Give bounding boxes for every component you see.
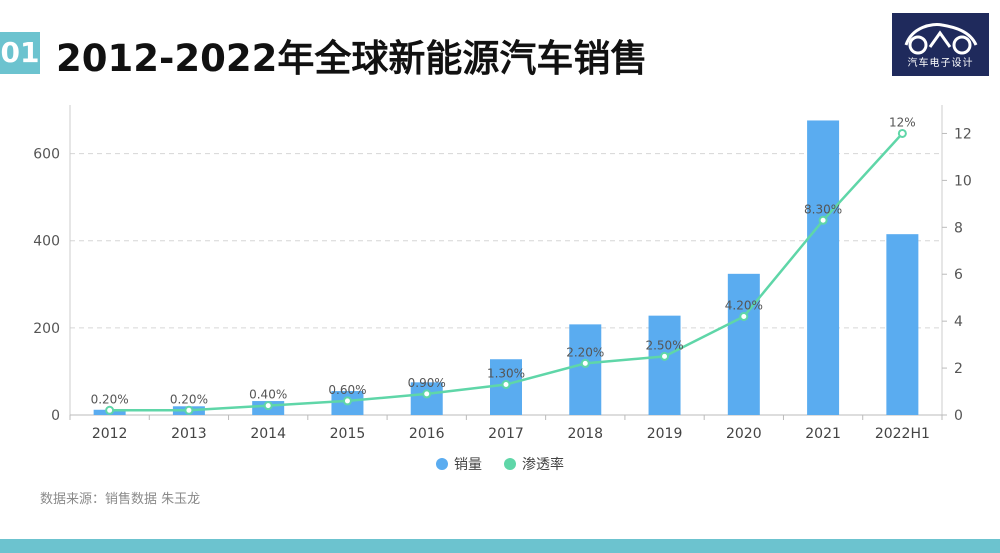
data-label: 8.30% bbox=[804, 202, 842, 216]
data-label: 0.40% bbox=[249, 388, 287, 402]
x-tick-label: 2012 bbox=[92, 426, 128, 442]
car-logo-icon bbox=[904, 23, 978, 55]
y-right-tick-label: 2 bbox=[954, 361, 963, 377]
bar bbox=[807, 120, 840, 415]
legend-marker-line bbox=[504, 458, 516, 470]
y-left-tick-label: 200 bbox=[33, 321, 60, 337]
data-label: 0.20% bbox=[91, 392, 129, 406]
data-label: 12% bbox=[889, 115, 916, 129]
y-right-tick-label: 10 bbox=[954, 173, 972, 189]
y-right-tick-label: 0 bbox=[954, 408, 963, 424]
y-right-tick-label: 4 bbox=[954, 314, 963, 330]
data-label: 2.50% bbox=[645, 338, 683, 352]
line-point bbox=[184, 405, 194, 415]
x-tick-label: 2014 bbox=[250, 426, 286, 442]
y-right-tick-label: 6 bbox=[954, 267, 963, 283]
data-label: 1.30% bbox=[487, 367, 525, 381]
x-tick-label: 2015 bbox=[330, 426, 366, 442]
x-tick-label: 2022H1 bbox=[875, 426, 930, 442]
line-point bbox=[105, 405, 115, 415]
y-left-tick-label: 600 bbox=[33, 147, 60, 163]
bar bbox=[410, 382, 443, 415]
line-point bbox=[422, 389, 432, 399]
line-point bbox=[739, 311, 749, 321]
page-title: 2012-2022年全球新能源汽车销售 bbox=[56, 37, 648, 80]
data-label: 0.90% bbox=[408, 376, 446, 390]
line-point bbox=[818, 215, 828, 225]
x-tick-label: 2019 bbox=[647, 426, 683, 442]
y-right-tick-label: 8 bbox=[954, 220, 963, 236]
line-point bbox=[501, 380, 511, 389]
bar bbox=[886, 234, 919, 415]
x-tick-label: 2021 bbox=[805, 426, 841, 442]
line-point bbox=[897, 128, 907, 138]
line-point bbox=[580, 358, 590, 368]
chart-svg: 0 200 400 600 0 2 4 6 8 10 12 2012 2013 2014 2015 2016 2… bbox=[33, 105, 972, 473]
line-point bbox=[263, 401, 273, 411]
data-label: 4.20% bbox=[725, 298, 763, 312]
x-tick-label: 2018 bbox=[567, 426, 603, 442]
section-number-badge: 01 bbox=[0, 32, 40, 74]
x-tick-label: 2020 bbox=[726, 426, 762, 442]
logo-text: 汽车电子设计 bbox=[907, 58, 974, 69]
bar bbox=[648, 315, 681, 415]
data-label: 0.60% bbox=[328, 383, 366, 397]
y-left-tick-label: 0 bbox=[51, 408, 60, 424]
x-tick-label: 2017 bbox=[488, 426, 524, 442]
bar bbox=[569, 324, 602, 415]
bar bbox=[727, 273, 760, 415]
legend-marker-bar bbox=[436, 458, 448, 470]
x-tick-label: 2016 bbox=[409, 426, 445, 442]
y-right-tick-label: 12 bbox=[954, 126, 972, 142]
source-note: 数据来源：销售数据 朱玉龙 bbox=[40, 492, 201, 507]
bottom-accent-bar bbox=[0, 539, 1000, 553]
line-point bbox=[342, 396, 352, 406]
y-left-tick-label: 400 bbox=[33, 234, 60, 250]
data-label: 2.20% bbox=[566, 345, 604, 359]
x-tick-label: 2013 bbox=[171, 426, 207, 442]
brand-logo: 汽车电子设计 bbox=[892, 13, 989, 76]
line-point bbox=[660, 351, 670, 361]
legend-label-bar: 销量 bbox=[454, 457, 482, 473]
sales-chart: 0 200 400 600 0 2 4 6 8 10 12 2012 2013 2014 2015 2016 2… bbox=[0, 100, 1000, 490]
legend-label-line: 渗透率 bbox=[522, 456, 564, 473]
data-label: 0.20% bbox=[170, 392, 208, 406]
